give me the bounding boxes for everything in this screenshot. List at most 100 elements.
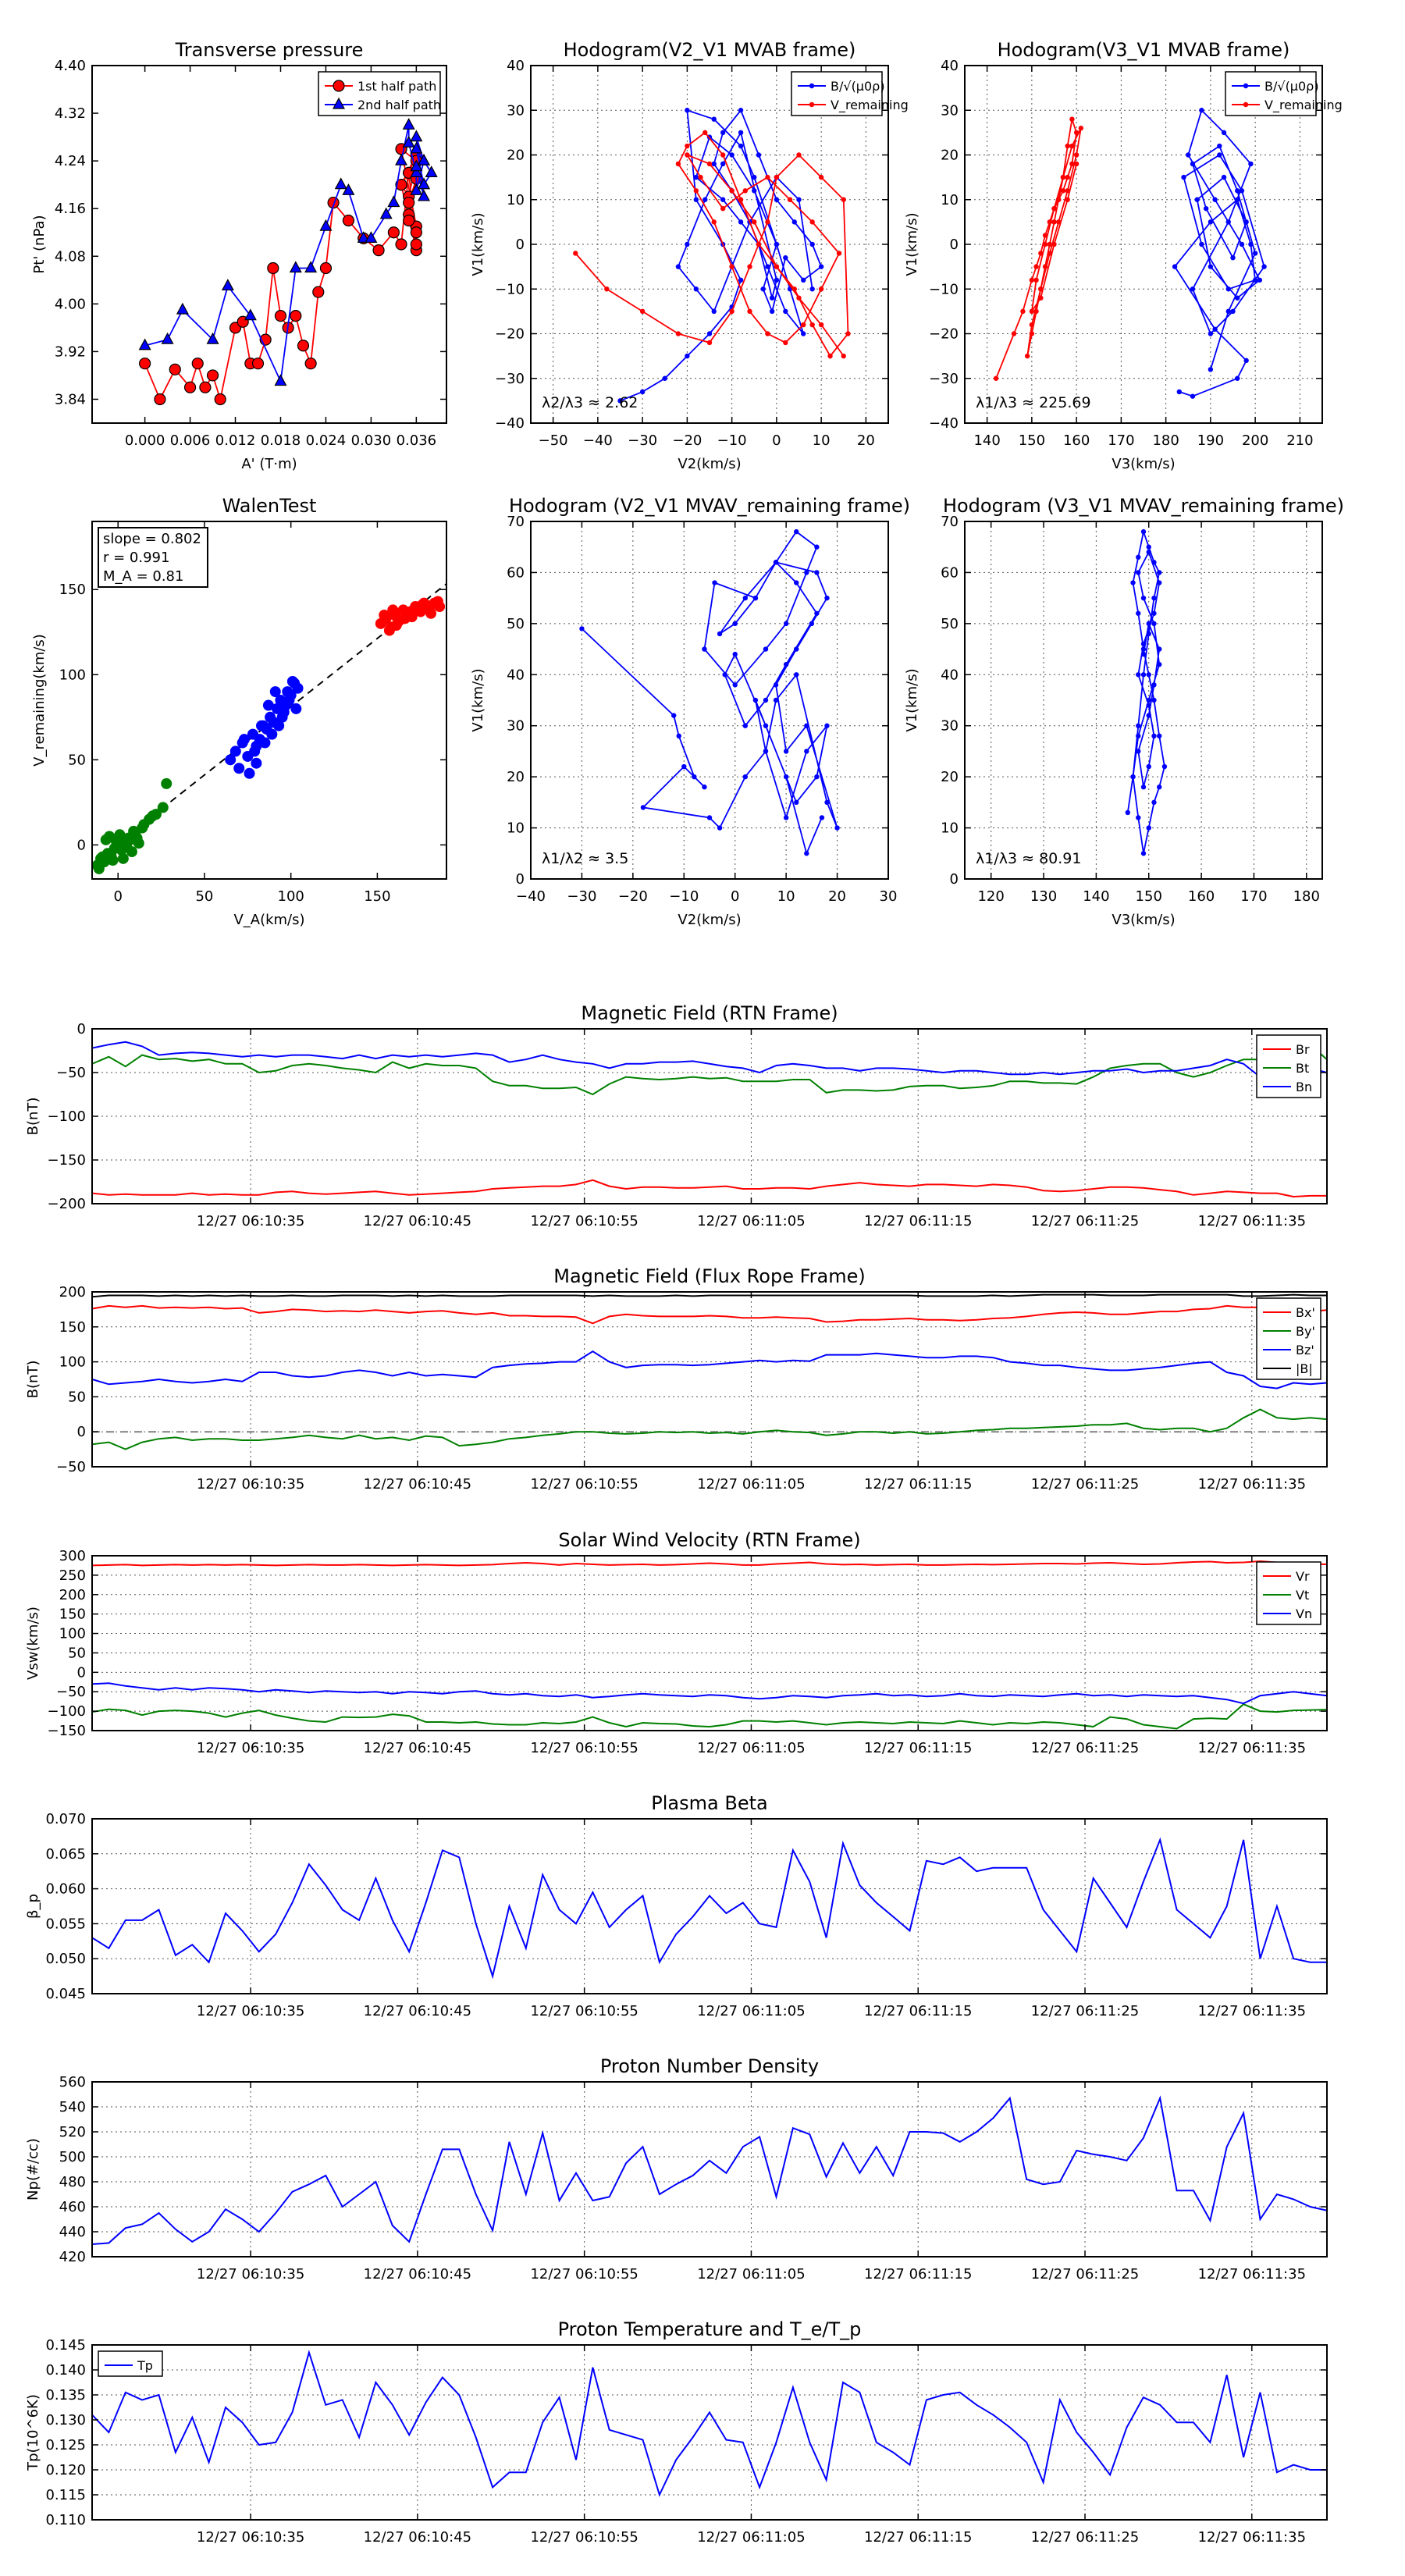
y-tick-label: −50 [56,1684,86,1700]
data-point [783,662,789,667]
data-point [379,609,390,621]
data-point [738,143,744,149]
y-tick-label: 0 [77,1424,86,1440]
x-tick-label: 120 [977,888,1004,905]
data-point [312,286,325,298]
data-point [1203,206,1209,212]
data-point [1136,672,1141,678]
data-point [693,286,699,292]
axes-frame [91,65,447,424]
series-line-b0 [620,109,823,402]
x-tick-label: 0 [772,432,781,449]
y-tick-label: 70 [941,514,959,530]
data-point [752,219,757,225]
series-line-bz [92,1350,1327,1389]
data-point [836,251,842,256]
legend-marker [809,101,815,108]
data-point [738,197,744,202]
legend-marker [1243,83,1249,89]
data-point [711,161,717,167]
y-tick-label: 150 [59,582,86,598]
data-point [765,331,770,336]
data-point [1146,621,1151,627]
data-point [1208,264,1214,269]
data-point [1151,799,1157,806]
x-tick-label: 12/27 06:10:35 [197,1740,304,1756]
data-point [1157,662,1162,667]
y-tick-label: 10 [507,820,525,837]
data-point [801,322,806,328]
x-tick-label: 12/27 06:11:35 [1198,2529,1306,2546]
y-axis-label: V1(km/s) [904,668,920,731]
data-point [706,340,713,346]
data-point [206,369,219,382]
data-point [662,375,667,381]
data-point [387,604,399,616]
data-point [1038,295,1044,301]
y-tick-label: 50 [941,616,959,632]
x-tick-label: 12/27 06:10:55 [530,1213,638,1229]
data-point [604,286,610,292]
data-point [1136,570,1141,575]
data-point [244,308,257,321]
x-tick-label: 12/27 06:10:45 [364,1476,471,1493]
y-tick-label: 0 [516,237,525,253]
data-point [1199,108,1204,113]
x-tick-label: 12/27 06:11:35 [1198,1740,1306,1756]
data-point [1146,631,1151,637]
data-point [794,799,799,806]
series-line-beta [92,1837,1327,1980]
data-point [804,851,809,856]
data-point [698,174,703,180]
x-tick-label: 140 [1083,888,1109,905]
data-point [1208,367,1214,372]
data-point [365,231,378,243]
y-tick-label: 20 [507,769,525,785]
y-tick-label: 40 [941,667,959,683]
x-tick-label: 12/27 06:11:35 [1198,1213,1306,1229]
axes-frame [91,2081,1328,2258]
data-point [100,834,112,845]
data-point [107,855,119,866]
data-point [814,570,820,575]
x-tick-label: 12/27 06:11:35 [1198,2003,1306,2019]
y-axis-label: Vsw(km/s) [25,1606,41,1680]
data-point [266,728,278,740]
data-point [814,774,820,780]
data-point [717,631,723,637]
axes-frame [91,521,447,880]
data-point [756,152,762,158]
stats-line: r = 0.991 [103,550,169,566]
y-tick-label: 0 [516,871,525,888]
eigenvalue-ratio-label: λ1/λ2 ≈ 3.5 [542,850,628,867]
chart-walen: 0 50 100 150 0 50 100 150 WalenTest V_A(km/s) V_re… [31,495,447,928]
data-point [244,767,255,779]
x-tick-label: 140 [973,432,1000,449]
data-point [251,358,265,370]
data-point [675,331,681,336]
chart-title: Solar Wind Velocity (RTN Frame) [558,1529,860,1551]
x-tick-label: 0.000 [125,432,165,449]
chart-title: Hodogram(V2_V1 MVAB frame) [564,39,856,61]
x-tick-label: 180 [1293,888,1320,905]
data-point [1038,251,1044,256]
series-line-tp [92,2350,1327,2497]
data-point [1146,697,1151,703]
data-point [796,152,802,158]
y-tick-label: 20 [941,148,959,164]
y-tick-label: 420 [59,2249,86,2265]
data-point [1190,161,1196,167]
data-point [304,358,317,370]
data-point [706,161,713,167]
data-point [1069,143,1075,149]
y-tick-label: −100 [48,1108,86,1125]
data-point [824,723,830,728]
x-tick-label: 12/27 06:11:15 [864,1213,972,1229]
y-tick-label: 0.065 [45,1846,86,1863]
data-point [1047,251,1052,256]
series-line-bt [92,1037,1327,1096]
x-tick-label: 0.006 [170,432,211,449]
series-group [1125,528,1168,856]
data-point [742,595,748,601]
